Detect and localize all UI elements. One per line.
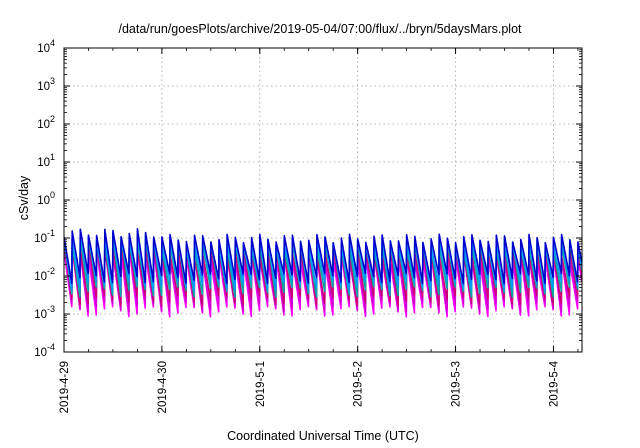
x-tick-label: 2019-5-3: [451, 361, 463, 407]
x-axis-label: Coordinated Universal Time (UTC): [227, 429, 419, 443]
series-layer: [64, 228, 582, 318]
x-tick-label: 2019-5-4: [548, 360, 560, 407]
y-tick-label: 102: [37, 114, 55, 131]
x-tick-label: 2019-5-2: [353, 361, 365, 407]
y-tick-label: 103: [37, 76, 55, 93]
tick-layer: 10-4 10-3 10-2 10-1 100 101 102 103 104 2019-4-29…: [34, 38, 582, 413]
x-tick-label: 2019-4-29: [59, 361, 71, 413]
x-tick-label: 2019-4-30: [157, 361, 169, 413]
series-line: [64, 228, 582, 285]
chart-title: /data/run/goesPlots/archive/2019-05-04/0…: [118, 22, 522, 36]
x-tick-label: 2019-5-1: [255, 361, 267, 407]
series-line: [64, 240, 582, 307]
y-tick-label: 101: [37, 152, 55, 169]
y-tick-label: 10-4: [34, 342, 55, 359]
y-tick-label: 10-2: [34, 266, 55, 283]
y-tick-label: 104: [37, 38, 55, 55]
y-tick-label: 100: [37, 190, 55, 207]
y-tick-label: 10-1: [34, 228, 55, 245]
y-tick-label: 10-3: [34, 304, 55, 321]
series-line: [64, 232, 582, 292]
